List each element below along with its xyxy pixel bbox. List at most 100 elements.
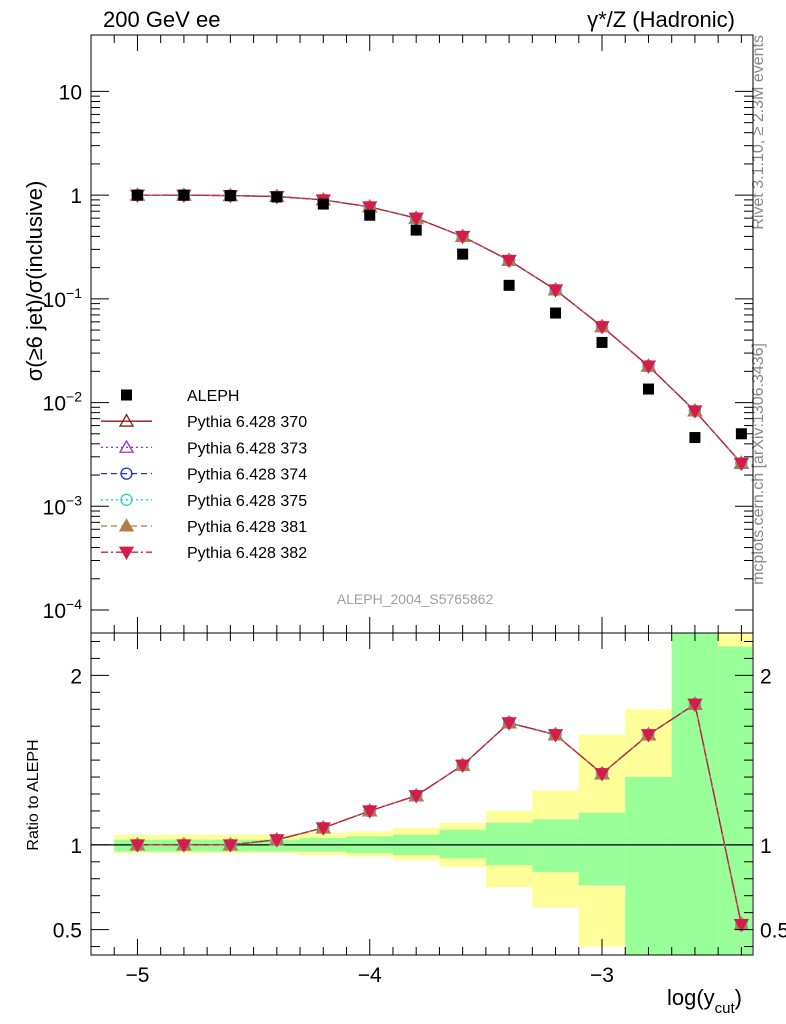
ratio-y-tick-label-right: 0.5: [760, 920, 786, 943]
x-tick-label: −4: [358, 964, 382, 987]
mc-point: [501, 254, 517, 269]
green-uncertainty-band: [718, 646, 752, 955]
legend-label: Pythia 6.428 382: [187, 545, 307, 562]
y-tick-label-exponent: −2: [66, 389, 82, 405]
mc-point: [408, 212, 424, 226]
green-uncertainty-band: [625, 777, 672, 955]
rivet-label: Rivet 3.1.10, ≥ 2.3M events: [750, 35, 767, 230]
ratio-point: [687, 698, 703, 712]
legend-label-aleph: ALEPH: [187, 388, 239, 405]
analysis-watermark: ALEPH_2004_S5765862: [337, 591, 494, 607]
aleph-data-point: [596, 336, 608, 348]
aleph-data-point: [131, 189, 143, 201]
ratio-point: [733, 918, 750, 933]
mc-point: [362, 201, 378, 215]
ratio-point: [455, 759, 471, 773]
aleph-data-point: [317, 198, 329, 210]
ratio-point: [408, 790, 424, 804]
y-tick-label-base: 10: [43, 289, 66, 312]
aleph-data-point: [364, 209, 376, 221]
x-tick-label: −3: [590, 964, 614, 987]
mcplots-label: mcplots.cern.ch [arXiv:1306.3436]: [750, 343, 767, 585]
x-axis-label-close: ): [735, 985, 742, 1010]
ratio-series-line: [137, 703, 743, 925]
ratio-point: [547, 729, 564, 743]
y-tick-label: 10−3: [43, 492, 83, 519]
ratio-panel: −5 −4 −3 0.5 0.5 1 1 2 2: [53, 632, 786, 987]
mc-point: [687, 405, 703, 419]
y-tick-label: 1: [70, 185, 82, 208]
mc-series-line: [137, 194, 742, 464]
main-ylabel: σ(≥6 jet)/σ(inclusive): [22, 181, 47, 382]
y-tick-label-exponent: −3: [66, 492, 82, 508]
y-tick-label-base: 10: [43, 600, 66, 623]
ratio-point: [501, 717, 517, 731]
y-tick-label: 10−1: [43, 285, 83, 312]
aleph-data-point: [642, 383, 654, 395]
legend: ALEPH Pythia 6.428 370 Pythia 6.428 373 Pyt…: [101, 388, 307, 562]
legend-marker-aleph: [121, 389, 132, 401]
legend-marker: [118, 518, 135, 532]
legend-marker: [120, 493, 133, 506]
mc-point: [455, 230, 471, 245]
y-tick-label: 10−2: [43, 389, 83, 416]
ratio-y-tick-label-right: 1: [760, 835, 772, 858]
y-tick-label: 10−4: [43, 596, 83, 623]
legend-label: Pythia 6.428 373: [187, 440, 307, 457]
green-uncertainty-band: [671, 633, 719, 955]
header-right: γ*/Z (Hadronic): [587, 7, 735, 32]
ratio-y-tick-label-right: 2: [760, 665, 772, 688]
ratio-y-tick-label: 2: [70, 665, 82, 688]
y-tick-label-exponent: −1: [66, 285, 82, 301]
green-uncertainty-band: [439, 829, 486, 859]
aleph-data-point: [178, 189, 190, 201]
legend-label: Pythia 6.428 381: [187, 519, 307, 536]
ratio-y-tick-label: 1: [70, 835, 82, 858]
mc-point: [733, 457, 750, 472]
legend-marker: [118, 546, 135, 561]
y-tick-label-base: 10: [43, 393, 66, 416]
header-left: 200 GeV ee: [103, 7, 220, 32]
x-tick-label: −5: [125, 964, 149, 987]
aleph-data-point: [410, 224, 422, 236]
y-tick-label-base: 10: [59, 81, 82, 104]
ratio-y-tick-label: 0.5: [53, 920, 82, 943]
aleph-data-point: [735, 428, 747, 440]
aleph-data-point: [271, 191, 283, 203]
green-uncertainty-band: [532, 819, 579, 872]
y-tick-label: 10: [59, 81, 82, 104]
ratio-point: [176, 839, 192, 853]
aleph-data-point: [689, 432, 701, 444]
aleph-data-point: [457, 248, 469, 260]
main-frame: [90, 34, 754, 634]
ratio-point: [362, 805, 378, 819]
aleph-data-point: [224, 190, 236, 202]
y-tick-label-exponent: −4: [66, 596, 82, 612]
legend-label: Pythia 6.428 370: [187, 414, 307, 431]
y-tick-label-base: 1: [70, 185, 82, 208]
ratio-point: [315, 822, 331, 836]
legend-marker: [118, 439, 135, 453]
x-axis-label: log(ycut): [667, 985, 742, 1017]
legend-marker: [120, 467, 133, 480]
mc-point: [547, 284, 564, 298]
ratio-point: [129, 839, 146, 853]
mc-point: [640, 360, 657, 374]
legend-label: Pythia 6.428 375: [187, 493, 307, 510]
legend-label: Pythia 6.428 374: [187, 467, 307, 484]
mc-point: [594, 321, 610, 335]
legend-marker: [118, 413, 135, 427]
y-tick-label-base: 10: [43, 496, 66, 519]
ratio-ylabel: Ratio to ALEPH: [25, 739, 42, 850]
ratio-point: [594, 768, 610, 782]
ratio-point: [222, 839, 238, 853]
green-uncertainty-band: [578, 812, 626, 886]
ratio-point: [640, 729, 657, 743]
aleph-data-point: [503, 279, 515, 291]
x-axis-label-main: log(y: [667, 985, 715, 1010]
ratio-point: [269, 834, 285, 848]
x-axis-label-sub: cut: [715, 1000, 736, 1017]
green-uncertainty-band: [485, 822, 533, 866]
aleph-data-point: [550, 307, 562, 319]
